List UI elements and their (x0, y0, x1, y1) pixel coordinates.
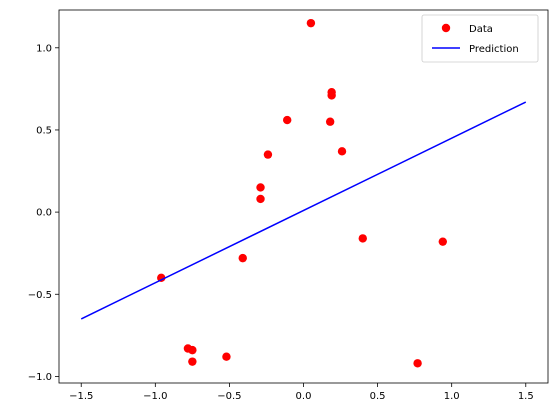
x-tick-label: −0.5 (217, 391, 241, 402)
x-tick-label: 0.5 (370, 391, 386, 402)
data-point (256, 183, 265, 192)
x-tick-label: −1.5 (69, 391, 93, 402)
data-point (222, 352, 231, 361)
y-tick-label: 0.5 (36, 125, 52, 136)
x-axis: −1.5 −1.0 −0.5 0.0 0.5 1.0 1.5 (69, 383, 534, 402)
y-tick-label: −1.0 (28, 372, 52, 383)
data-point (325, 117, 335, 126)
data-point (358, 234, 367, 243)
data-point (413, 359, 422, 368)
legend-prediction-label: Prediction (469, 44, 519, 55)
data-point (157, 273, 166, 283)
prediction-line (80, 101, 527, 320)
x-tick-label: 1.0 (444, 391, 460, 402)
legend-box (421, 14, 539, 63)
data-point (188, 357, 197, 366)
data-point (306, 18, 316, 28)
y-axis: −1.0 −0.5 0.0 0.5 1.0 (28, 43, 59, 383)
data-point (188, 345, 197, 355)
legend-data-label: Data (469, 24, 493, 35)
legend: Data Prediction (421, 14, 539, 63)
data-point (438, 237, 447, 246)
legend-data-marker (441, 23, 451, 33)
x-tick-label: 0.0 (296, 391, 312, 402)
data-point (263, 150, 273, 159)
data-point (256, 194, 265, 204)
data-point (238, 253, 247, 263)
x-tick-label: 1.5 (518, 391, 534, 402)
data-point (337, 147, 347, 156)
x-tick-label: −1.0 (143, 391, 167, 402)
data-point (283, 115, 292, 125)
y-tick-label: −0.5 (28, 290, 52, 301)
y-tick-label: 1.0 (36, 43, 52, 54)
plot-area (80, 18, 527, 368)
data-point (327, 91, 336, 100)
y-tick-label: 0.0 (36, 208, 52, 219)
